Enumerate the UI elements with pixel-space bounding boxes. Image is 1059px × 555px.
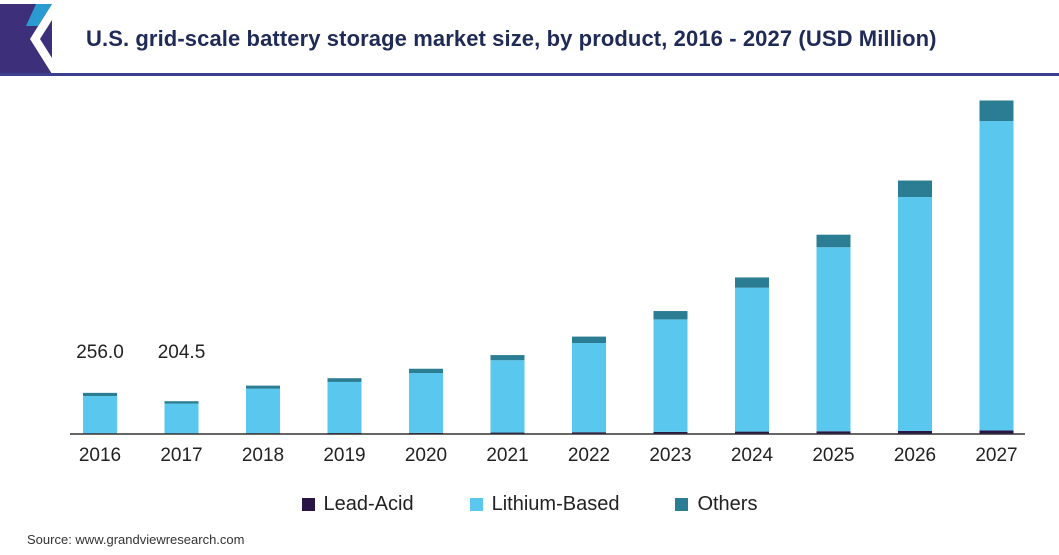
legend-label-lithium-based: Lithium-Based — [491, 493, 620, 515]
bar-lithium-based-2026 — [898, 197, 932, 431]
bar-others-2021 — [490, 355, 525, 361]
bar-lead-acid-2022 — [572, 432, 606, 434]
bar-lithium-based-2021 — [490, 360, 525, 433]
bar-lithium-based-2020 — [409, 373, 443, 433]
x-tick-label-2018: 2018 — [242, 445, 284, 466]
x-tick-label-2027: 2027 — [975, 445, 1017, 466]
legend-label-others: Others — [697, 493, 758, 515]
legend-swatch-lead-acid — [301, 498, 315, 511]
bar-others-2018 — [246, 385, 280, 389]
bar-lithium-based-2019 — [327, 381, 362, 434]
legend-item-others: Others — [675, 493, 757, 516]
x-tick-label-2019: 2019 — [323, 445, 365, 466]
x-tick-label-2026: 2026 — [894, 445, 936, 466]
x-tick-label-2017: 2017 — [160, 445, 202, 466]
bar-others-2019 — [327, 378, 362, 382]
logo-accent — [26, 4, 52, 26]
bar-lithium-based-2022 — [572, 343, 606, 433]
legend-item-lithium-based: Lithium-Based — [469, 493, 620, 516]
x-tick-label-2022: 2022 — [568, 445, 610, 466]
bar-others-2023 — [653, 311, 688, 320]
bar-others-2024 — [735, 277, 769, 288]
legend-swatch-lithium-based — [469, 498, 483, 511]
bar-others-2020 — [409, 368, 443, 374]
stacked-bar-chart: 2016 2017 2018 2019 2020 2021 2022 2023 2024 2025… — [70, 100, 1025, 466]
legend-swatch-others — [675, 498, 689, 511]
bar-lead-acid-2024 — [735, 431, 769, 434]
bar-group — [83, 100, 1014, 434]
bar-lithium-based-2017 — [164, 403, 199, 434]
bar-lead-acid-2026 — [898, 430, 932, 434]
source-note: Source: www.grandviewresearch.com — [27, 532, 245, 547]
bar-lithium-based-2025 — [816, 247, 851, 432]
x-tick-label-2021: 2021 — [486, 445, 528, 466]
bar-lithium-based-2024 — [735, 287, 769, 432]
data-label-2017: 204.5 — [158, 342, 206, 363]
title-divider — [0, 73, 1059, 76]
bar-others-2022 — [572, 336, 606, 344]
bar-lithium-based-2018 — [246, 388, 280, 434]
bar-lithium-based-2016 — [83, 396, 117, 434]
bar-others-2025 — [816, 234, 851, 248]
bar-others-2026 — [898, 180, 932, 198]
bar-others-2017 — [164, 401, 199, 404]
logo-chevron-icon — [30, 4, 52, 74]
x-tick-label-2020: 2020 — [405, 445, 447, 466]
x-tick-label-2024: 2024 — [731, 445, 774, 466]
bar-others-2027 — [979, 100, 1014, 122]
x-tick-label-2016: 2016 — [79, 445, 121, 466]
bar-lithium-based-2023 — [653, 319, 688, 432]
bar-lithium-based-2027 — [979, 121, 1014, 431]
page-title: U.S. grid-scale battery storage market s… — [86, 26, 937, 51]
x-tick-labels: 2016 2017 2018 2019 2020 2021 2022 2023 2024 2025… — [79, 445, 1018, 466]
brand-logo — [0, 4, 52, 74]
legend: Lead-Acid Lithium-Based Others — [0, 493, 1059, 516]
legend-item-lead-acid: Lead-Acid — [301, 493, 414, 516]
bar-others-2016 — [83, 392, 117, 397]
x-tick-label-2023: 2023 — [649, 445, 691, 466]
bar-lead-acid-2023 — [653, 431, 688, 434]
x-tick-label-2025: 2025 — [812, 445, 854, 466]
data-label-2016: 256.0 — [76, 342, 124, 363]
bar-lead-acid-2025 — [816, 431, 851, 434]
bar-lead-acid-2027 — [979, 430, 1014, 434]
data-labels: 256.0 204.5 — [76, 342, 205, 363]
legend-label-lead-acid: Lead-Acid — [323, 493, 414, 515]
